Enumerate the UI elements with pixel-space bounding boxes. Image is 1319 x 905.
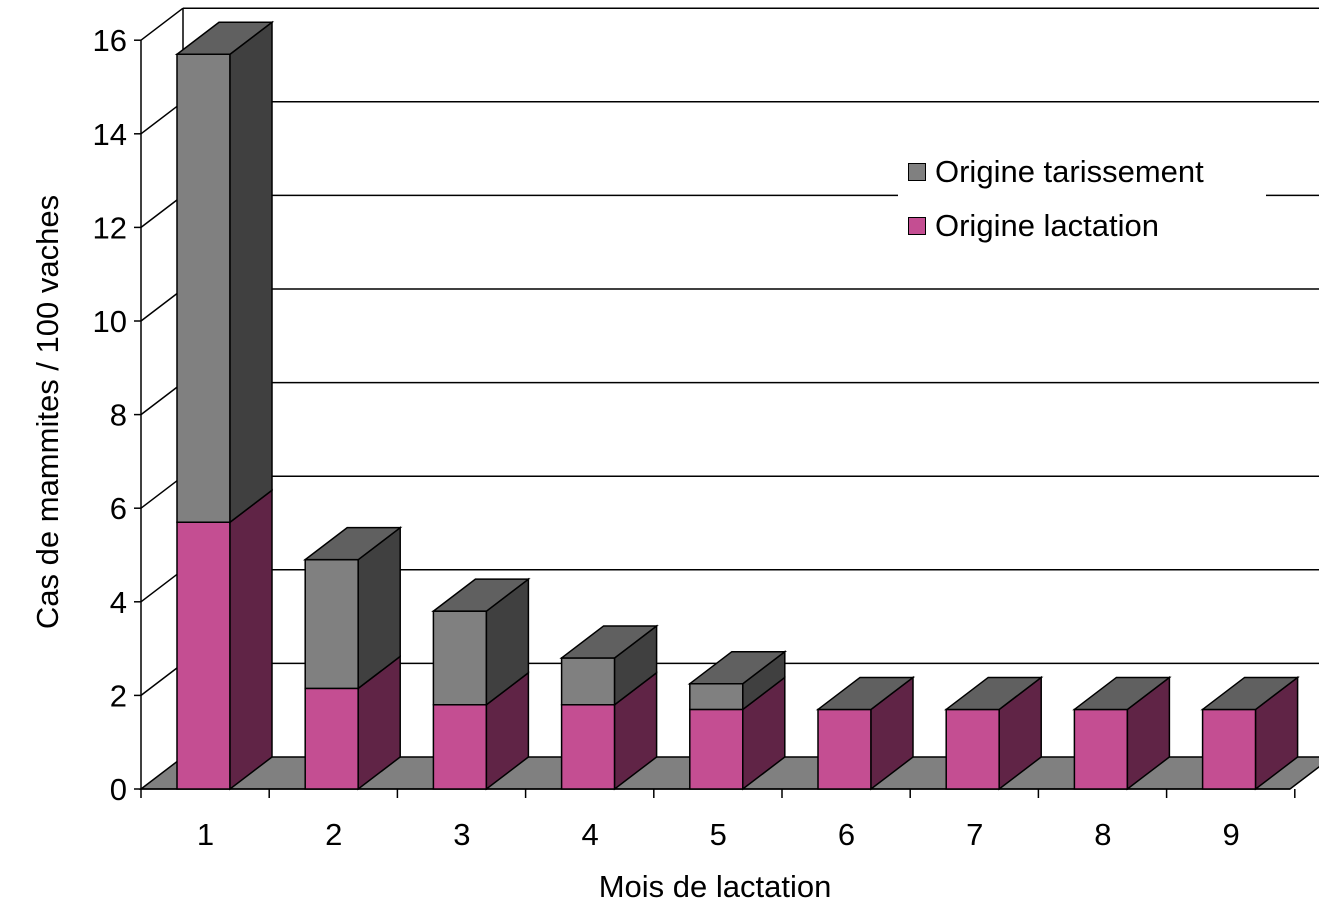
- bar-side-tarissement-1: [229, 20, 273, 524]
- bar-lactation-4: [560, 704, 616, 790]
- x-tick-label: 8: [1094, 817, 1111, 852]
- bar-tarissement-5: [689, 682, 744, 711]
- bar-tarissement-4: [560, 657, 616, 706]
- y-tick-label: 12: [93, 210, 127, 245]
- y-axis-label: Cas de mammites / 100 vaches: [30, 194, 65, 630]
- gridline-diagonal: [140, 382, 184, 416]
- gridline-diagonal: [140, 288, 184, 322]
- bar-top-2: [302, 526, 403, 561]
- bar-top-8: [1072, 676, 1172, 711]
- bar-side-lactation-1: [229, 488, 273, 791]
- y-tick-label: 6: [110, 491, 127, 526]
- x-axis-label: Mois de lactation: [598, 869, 832, 904]
- bar-top-7: [943, 676, 1044, 711]
- x-tick-label: 2: [325, 817, 342, 852]
- bar-tarissement-3: [432, 610, 488, 706]
- bar-lactation-1: [176, 521, 231, 790]
- legend-item-lactation: Origine lactation: [908, 208, 1159, 244]
- bar-lactation-6: [817, 708, 872, 790]
- bar-tarissement-1: [176, 53, 231, 523]
- x-tick-label: 3: [453, 817, 470, 852]
- x-tick-label: 9: [1222, 817, 1239, 852]
- bar-lactation-2: [304, 687, 359, 790]
- y-tick-label: 8: [110, 398, 127, 433]
- y-tick-label: 4: [110, 585, 127, 620]
- bar-lactation-8: [1073, 708, 1129, 790]
- bar-lactation-7: [945, 708, 1000, 790]
- x-tick-label: 1: [197, 817, 214, 852]
- side-wall-top-edge: [140, 7, 184, 41]
- gridline-diagonal: [140, 194, 184, 228]
- bar-tarissement-2: [304, 558, 359, 690]
- bar-top-6: [815, 676, 916, 711]
- legend-label-lactation: Origine lactation: [935, 208, 1160, 243]
- gridline-diagonal: [140, 475, 184, 509]
- gridline-diagonal: [140, 569, 184, 603]
- y-tick-label: 2: [110, 678, 127, 713]
- legend: Origine tarissement Origine lactation: [898, 150, 1266, 250]
- legend-label-tarissement: Origine tarissement: [935, 154, 1204, 189]
- x-tick-label: 5: [710, 817, 727, 852]
- y-tick-label: 10: [93, 304, 127, 339]
- bar-top-1: [174, 21, 275, 55]
- y-tick-label: 14: [93, 117, 127, 152]
- bar-top-5: [687, 650, 788, 685]
- bar-lactation-5: [689, 708, 744, 790]
- bar-top-9: [1200, 676, 1300, 711]
- x-tick-label: 4: [581, 817, 598, 852]
- y-tick-label: 16: [93, 23, 127, 58]
- bar-lactation-9: [1201, 708, 1257, 790]
- legend-swatch-tarissement: [908, 163, 926, 181]
- bar-top-4: [559, 625, 659, 659]
- bar-top-3: [431, 578, 531, 612]
- x-tick-label: 7: [966, 817, 983, 852]
- legend-item-tarissement: Origine tarissement: [908, 154, 1204, 190]
- bars: [174, 20, 1300, 791]
- bar-lactation-3: [432, 704, 488, 790]
- y-tick-label: 0: [110, 772, 127, 807]
- x-tick-label: 6: [838, 817, 855, 852]
- gridline-diagonal: [140, 662, 184, 696]
- gridline-diagonal: [140, 101, 184, 135]
- legend-swatch-lactation: [908, 217, 926, 235]
